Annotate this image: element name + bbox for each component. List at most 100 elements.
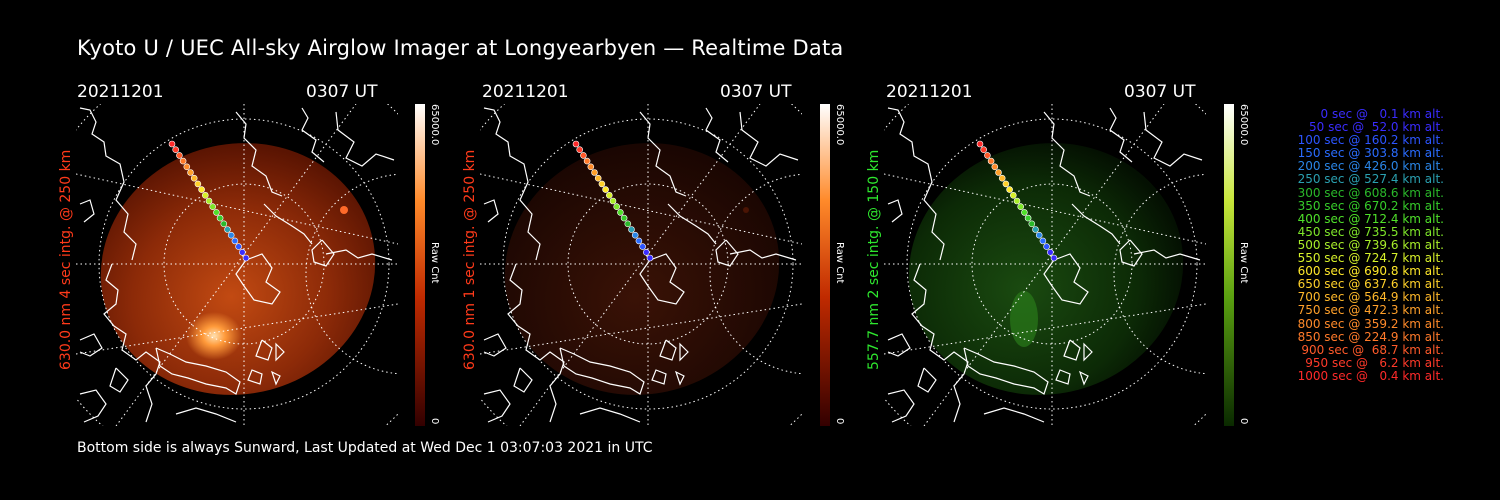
- legend-row: 700 sec @ 564.9 km alt.: [1297, 290, 1444, 305]
- panel3-cbar-max: 65000.0: [1238, 104, 1249, 146]
- panel2-allsky-image: [480, 104, 802, 426]
- trajectory-point: [205, 197, 213, 205]
- panel2-cbar-max: 65000.0: [834, 104, 845, 146]
- panel3-colorbar: [1224, 104, 1234, 426]
- legend-row: 600 sec @ 690.8 km alt.: [1297, 264, 1444, 279]
- trajectory-point: [987, 157, 995, 165]
- trajectory-point: [598, 180, 606, 188]
- trajectory-point: [1039, 237, 1047, 245]
- trajectory-point: [594, 174, 602, 182]
- panel2-cbar-unit: Raw Cnt: [834, 242, 845, 284]
- trajectory-point: [176, 152, 183, 159]
- legend-row: 0 sec @ 0.1 km alt.: [1320, 107, 1445, 121]
- panel1-cbar-unit: Raw Cnt: [429, 242, 440, 284]
- trajectory-point: [198, 186, 205, 193]
- panel2-time: 0307 UT: [720, 82, 792, 102]
- panel3-date: 20211201: [886, 82, 973, 102]
- trajectory-point: [1010, 192, 1017, 199]
- legend-row: 450 sec @ 735.5 km alt.: [1297, 224, 1444, 239]
- trajectory-point: [628, 226, 635, 233]
- trajectory-point: [576, 146, 583, 154]
- legend-row: 550 sec @ 724.7 km alt.: [1297, 251, 1444, 266]
- trajectory-point: [1043, 243, 1050, 250]
- trajectory-point: [220, 220, 228, 228]
- trajectory-point: [1002, 180, 1010, 188]
- legend-row: 800 sec @ 359.2 km alt.: [1297, 316, 1444, 331]
- trajectory-point: [591, 169, 598, 176]
- legend-row: 1000 sec @ 0.4 km alt.: [1297, 368, 1444, 383]
- panel3-cbar-min: 0: [1238, 418, 1249, 425]
- panel1-colorbar: [415, 104, 425, 426]
- legend-row: 500 sec @ 739.6 km alt.: [1297, 237, 1444, 252]
- trajectory-point: [635, 237, 643, 245]
- panel1-cbar-min: 0: [429, 418, 440, 425]
- panel2-cbar-min: 0: [834, 418, 845, 425]
- trajectory-point: [587, 163, 595, 171]
- trajectory-point: [995, 169, 1002, 176]
- legend-row: 50 sec @ 52.0 km alt.: [1309, 120, 1444, 135]
- trajectory-point: [1047, 249, 1054, 256]
- legend-row: 350 sec @ 670.2 km alt.: [1297, 198, 1444, 213]
- panel1-allsky-image: [76, 104, 398, 426]
- footer-status: Bottom side is always Sunward, Last Upda…: [77, 440, 653, 456]
- trajectory-point: [1032, 226, 1039, 233]
- panel1-time: 0307 UT: [306, 82, 378, 102]
- legend-row: 850 sec @ 224.9 km alt.: [1297, 329, 1444, 344]
- panel1-side-label: 630.0 nm 4 sec intg. @ 250 km: [58, 149, 74, 370]
- trajectory-point: [231, 237, 239, 245]
- panel2-date: 20211201: [482, 82, 569, 102]
- trajectory-point: [179, 157, 187, 165]
- trajectory-point: [572, 140, 580, 148]
- trajectory-point: [1017, 203, 1024, 210]
- trajectory-point: [980, 146, 987, 154]
- trajectory-point: [609, 197, 617, 205]
- trajectory-point: [643, 249, 650, 256]
- legend-row: 900 sec @ 68.7 km alt.: [1301, 342, 1444, 357]
- trajectory-point: [639, 243, 646, 250]
- legend-row: 200 sec @ 426.0 km alt.: [1297, 159, 1444, 174]
- trajectory-point: [1028, 220, 1036, 228]
- trajectory-point: [194, 180, 202, 188]
- trajectory-point: [1035, 231, 1043, 239]
- trajectory-point: [242, 254, 250, 262]
- trajectory-point: [991, 163, 999, 171]
- trajectory-point: [624, 220, 632, 228]
- trajectory-point: [209, 203, 216, 210]
- panel1-cbar-max: 65000.0: [429, 104, 440, 146]
- trajectory-point: [213, 209, 220, 216]
- trajectory-point: [631, 231, 639, 239]
- legend-row: 300 sec @ 608.6 km alt.: [1297, 185, 1444, 200]
- trajectory-point: [1006, 186, 1013, 193]
- trajectory-point: [617, 209, 624, 216]
- trajectory-point: [976, 140, 984, 148]
- panel2-side-label: 630.0 nm 1 sec intg. @ 250 km: [462, 149, 478, 370]
- legend-row: 950 sec @ 6.2 km alt.: [1305, 355, 1444, 370]
- trajectory-point: [580, 152, 587, 159]
- panel3-allsky-image: [884, 104, 1206, 426]
- legend-row: 150 sec @ 303.8 km alt.: [1297, 146, 1444, 161]
- trajectory-point: [1013, 197, 1021, 205]
- panel1-date: 20211201: [77, 82, 164, 102]
- panel3-side-label: 557.7 nm 2 sec intg. @ 150 km: [866, 149, 882, 370]
- trajectory-point: [602, 186, 609, 193]
- trajectory-point: [583, 157, 591, 165]
- trajectory-point: [202, 192, 209, 199]
- panel3-time: 0307 UT: [1124, 82, 1196, 102]
- trajectory-point: [998, 174, 1006, 182]
- legend-row: 250 sec @ 527.4 km alt.: [1297, 172, 1444, 187]
- trajectory-point: [168, 140, 176, 148]
- panel2-colorbar: [820, 104, 830, 426]
- trajectory-point: [224, 226, 231, 233]
- trajectory-point: [172, 146, 179, 154]
- trajectory-point: [984, 152, 991, 159]
- legend-row: 400 sec @ 712.4 km alt.: [1297, 211, 1444, 226]
- trajectory-point: [606, 192, 613, 199]
- legend-row: 750 sec @ 472.3 km alt.: [1297, 303, 1444, 318]
- trajectory-point: [190, 174, 198, 182]
- trajectory-point: [187, 169, 194, 176]
- trajectory-point: [235, 243, 242, 250]
- trajectory-point: [239, 249, 246, 256]
- trajectory-point: [613, 203, 620, 210]
- trajectory-point: [216, 214, 224, 222]
- page-title: Kyoto U / UEC All-sky Airglow Imager at …: [77, 36, 844, 60]
